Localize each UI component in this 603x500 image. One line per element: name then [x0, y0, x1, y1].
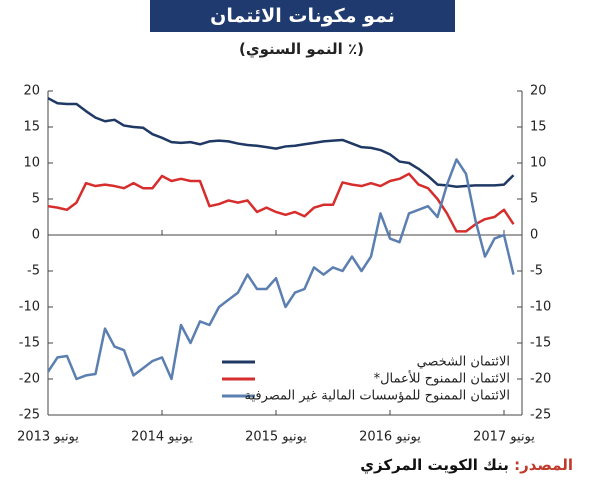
y2-tick-label: 5	[530, 192, 538, 207]
y-tick-label: -15	[19, 336, 40, 351]
y2-tick-label: -25	[530, 408, 551, 423]
legend-label: الائتمان الشخصي	[417, 355, 510, 370]
source-text: بنك الكويت المركزي	[360, 456, 509, 474]
line-series	[47, 97, 515, 189]
y-tick-label: -10	[19, 300, 40, 315]
chart-title: نمو مكونات الائتمان	[150, 0, 455, 32]
line-series	[46, 158, 515, 381]
y-tick-label: 0	[32, 228, 40, 243]
y-tick-label: 10	[23, 156, 40, 171]
y-tick-label: -20	[19, 372, 40, 387]
y2-tick-label: 0	[530, 228, 538, 243]
source-label: المصدر:	[514, 456, 573, 474]
y2-tick-label: -5	[530, 264, 543, 279]
x-tick-label: يونيو 2015	[245, 430, 307, 445]
y-tick-label: -5	[27, 264, 40, 279]
line-series	[47, 172, 515, 233]
y-tick-label: 15	[23, 120, 40, 135]
y-tick-label: -25	[19, 408, 40, 423]
legend-label: الائتمان الممنوح للمؤسسات المالية غير ال…	[244, 389, 510, 404]
y2-tick-label: -10	[530, 300, 551, 315]
legend-label: الائتمان الممنوح للأعمال*	[374, 370, 510, 387]
y2-tick-label: -15	[530, 336, 551, 351]
x-tick-label: يونيو 2016	[359, 430, 421, 445]
x-tick-label: يونيو 2013	[17, 430, 79, 445]
y2-tick-label: 15	[530, 120, 547, 135]
y2-tick-label: 10	[530, 156, 547, 171]
chart-subtitle: (٪ النمو السنوي)	[239, 40, 364, 58]
y-tick-label: 5	[32, 192, 40, 207]
x-tick-label: يونيو 2014	[131, 430, 193, 445]
y2-tick-label: 20	[530, 84, 547, 99]
y2-tick-label: -20	[530, 372, 551, 387]
chart: -25 -20 -15 -10 -5 0 5 10 15 20 -25 -20 -15 -10 -5 0 5 10…	[17, 84, 551, 445]
y-tick-label: 20	[23, 84, 40, 99]
source: المصدر: بنك الكويت المركزي	[360, 456, 573, 474]
x-tick-label: يونيو 2017	[473, 430, 535, 445]
